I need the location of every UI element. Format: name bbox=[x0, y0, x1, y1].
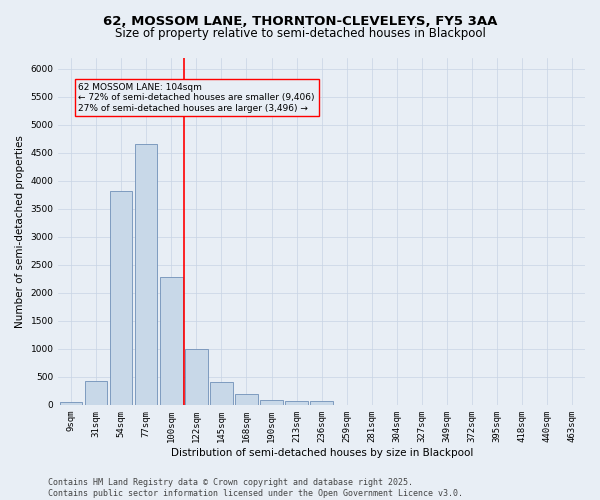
Bar bbox=[260, 400, 283, 405]
Bar bbox=[59, 402, 82, 405]
Text: Contains HM Land Registry data © Crown copyright and database right 2025.
Contai: Contains HM Land Registry data © Crown c… bbox=[48, 478, 463, 498]
Bar bbox=[160, 276, 182, 405]
Text: Size of property relative to semi-detached houses in Blackpool: Size of property relative to semi-detach… bbox=[115, 28, 485, 40]
Bar bbox=[110, 191, 133, 405]
Text: 62, MOSSOM LANE, THORNTON-CLEVELEYS, FY5 3AA: 62, MOSSOM LANE, THORNTON-CLEVELEYS, FY5… bbox=[103, 15, 497, 28]
Bar bbox=[85, 380, 107, 405]
Bar bbox=[286, 400, 308, 405]
Bar bbox=[135, 144, 157, 405]
Bar bbox=[210, 382, 233, 405]
Bar bbox=[185, 350, 208, 405]
Title: 62, MOSSOM LANE, THORNTON-CLEVELEYS, FY5 3AA
Size of property relative to semi-d: 62, MOSSOM LANE, THORNTON-CLEVELEYS, FY5… bbox=[0, 499, 1, 500]
Bar bbox=[310, 402, 333, 405]
Bar bbox=[235, 394, 258, 405]
X-axis label: Distribution of semi-detached houses by size in Blackpool: Distribution of semi-detached houses by … bbox=[170, 448, 473, 458]
Y-axis label: Number of semi-detached properties: Number of semi-detached properties bbox=[15, 134, 25, 328]
Text: 62 MOSSOM LANE: 104sqm
← 72% of semi-detached houses are smaller (9,406)
27% of : 62 MOSSOM LANE: 104sqm ← 72% of semi-det… bbox=[79, 82, 315, 112]
